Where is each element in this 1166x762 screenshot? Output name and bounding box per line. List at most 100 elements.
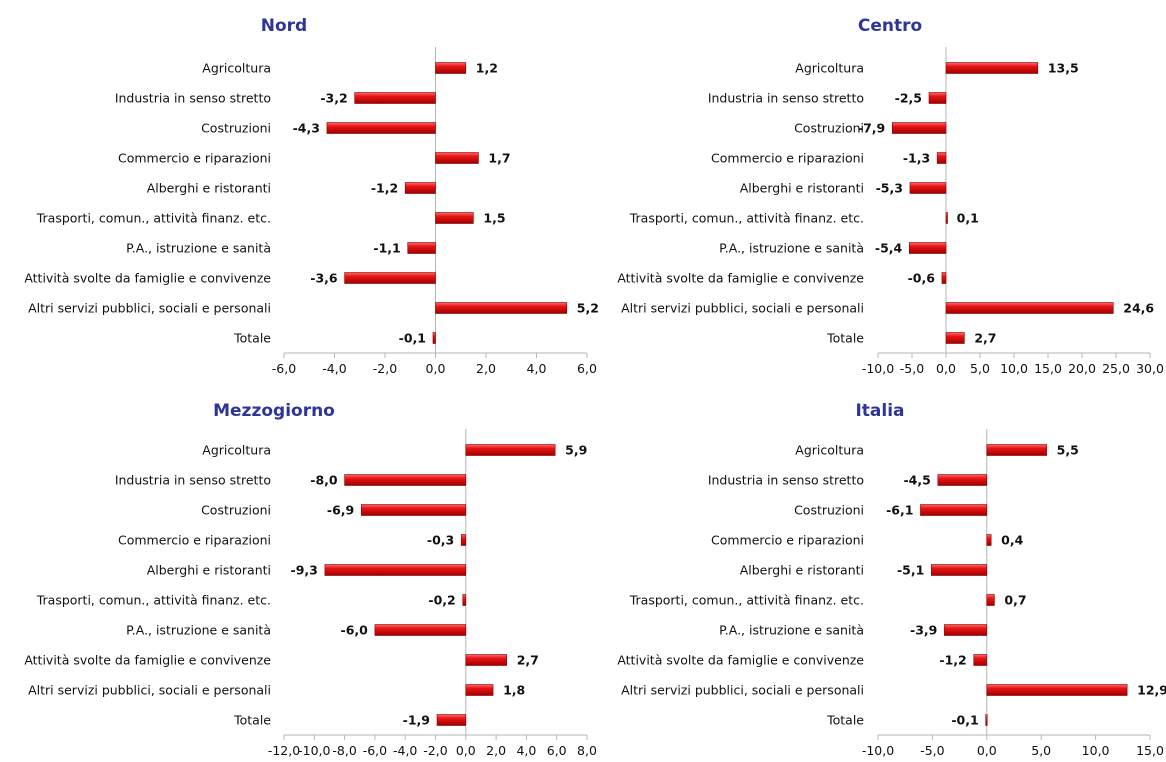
value-label: -0,1 — [951, 713, 978, 728]
category-label: Alberghi e ristoranti — [147, 181, 271, 196]
value-label: -2,5 — [895, 91, 922, 106]
bar — [986, 594, 995, 606]
category-label: Attività svolte da famiglie e convivenze — [24, 271, 271, 286]
value-label: -0,6 — [908, 271, 936, 286]
bar — [460, 534, 467, 546]
chart-title: Nord — [261, 16, 307, 36]
value-label: 1,8 — [503, 683, 525, 698]
value-label: 0,4 — [1001, 533, 1023, 548]
value-label: -0,2 — [428, 593, 455, 608]
bar — [344, 474, 467, 486]
category-label: Altri servizi pubblici, sociali e person… — [28, 683, 271, 698]
category-label: Attività svolte da famiglie e convivenze — [24, 653, 271, 668]
x-tick-label: -6,0 — [363, 743, 387, 758]
bar — [344, 272, 436, 284]
bar — [360, 504, 467, 516]
bar — [944, 624, 988, 636]
value-label: 24,6 — [1123, 301, 1154, 316]
category-label: Trasporti, comun., attività finanz. etc. — [36, 211, 271, 226]
category-label: Commercio e riparazioni — [711, 151, 864, 166]
value-label: -6,0 — [341, 623, 369, 638]
bar — [435, 62, 467, 74]
category-label: P.A., istruzione e sanità — [126, 241, 271, 256]
category-label: Agricoltura — [202, 443, 271, 458]
x-tick-label: 0,0 — [977, 743, 997, 758]
category-label: Industria in senso stretto — [708, 473, 864, 488]
value-label: 0,1 — [957, 211, 979, 226]
category-label: Altri servizi pubblici, sociali e person… — [28, 301, 271, 316]
category-label: P.A., istruzione e sanità — [126, 623, 271, 638]
value-label: -4,5 — [903, 473, 930, 488]
bar — [986, 684, 1128, 696]
category-label: Agricoltura — [795, 61, 864, 76]
bar — [936, 152, 947, 164]
bar — [945, 212, 948, 224]
category-label: Attività svolte da famiglie e convivenze — [617, 653, 864, 668]
category-label: Industria in senso stretto — [115, 91, 271, 106]
bar — [920, 504, 988, 516]
category-label: Agricoltura — [795, 443, 864, 458]
x-tick-label: -2,0 — [373, 361, 397, 376]
bar — [436, 714, 467, 726]
category-label: Commercio e riparazioni — [118, 151, 271, 166]
bar — [985, 714, 988, 726]
bar — [374, 624, 467, 636]
x-tick-label: 2,0 — [486, 743, 506, 758]
category-label: Alberghi e ristoranti — [740, 181, 864, 196]
value-label: -1,2 — [371, 181, 398, 196]
value-label: -3,6 — [310, 271, 338, 286]
x-tick-label: 10,0 — [1000, 361, 1028, 376]
x-tick-label: -5,0 — [900, 361, 924, 376]
value-label: 12,9 — [1137, 683, 1166, 698]
x-tick-label: -2,0 — [423, 743, 447, 758]
bar — [462, 594, 467, 606]
x-tick-label: 5,0 — [1031, 743, 1051, 758]
category-label: Industria in senso stretto — [115, 473, 271, 488]
x-tick-label: 6,0 — [577, 361, 597, 376]
category-label: Altri servizi pubblici, sociali e person… — [621, 301, 864, 316]
value-label: -5,3 — [876, 181, 903, 196]
bar — [945, 62, 1039, 74]
bar — [945, 302, 1114, 314]
value-label: -3,2 — [320, 91, 347, 106]
category-label: Totale — [233, 331, 271, 346]
x-tick-label: 4,0 — [516, 743, 536, 758]
value-label: 5,9 — [565, 443, 587, 458]
category-label: Costruzioni — [794, 503, 864, 518]
chart-title: Italia — [855, 401, 904, 421]
bar — [465, 684, 494, 696]
x-tick-label: 15,0 — [1136, 743, 1164, 758]
x-tick-label: 0,0 — [426, 361, 446, 376]
value-label: -1,1 — [373, 241, 400, 256]
category-label: P.A., istruzione e sanità — [719, 623, 864, 638]
x-tick-label: -10,0 — [862, 743, 894, 758]
value-label: -8,0 — [310, 473, 338, 488]
bar — [931, 564, 988, 576]
value-label: -1,9 — [403, 713, 430, 728]
value-label: 5,2 — [577, 301, 599, 316]
bar — [432, 332, 436, 344]
x-tick-label: -10,0 — [298, 743, 330, 758]
bar — [945, 332, 965, 344]
x-tick-label: 15,0 — [1034, 361, 1062, 376]
x-tick-label: 25,0 — [1102, 361, 1130, 376]
value-label: -5,4 — [875, 241, 903, 256]
value-label: -6,1 — [886, 503, 913, 518]
bar — [435, 212, 474, 224]
category-label: Costruzioni — [794, 121, 864, 136]
value-label: 1,5 — [483, 211, 505, 226]
bar — [973, 654, 988, 666]
bar — [909, 182, 947, 194]
value-label: -9,3 — [291, 563, 318, 578]
bar — [326, 122, 436, 134]
value-label: 1,7 — [488, 151, 510, 166]
value-label: -0,3 — [427, 533, 454, 548]
value-label: -1,2 — [939, 653, 966, 668]
bar — [435, 152, 479, 164]
chart-panel-1: Centro -10,0 -5,0 0,0 5,0 10,0 15,0 20,0 25,0 30,… — [617, 16, 1164, 376]
category-label: Totale — [233, 713, 271, 728]
x-tick-label: -12,0 — [268, 743, 300, 758]
x-tick-label: 4,0 — [527, 361, 547, 376]
x-tick-label: -8,0 — [332, 743, 356, 758]
